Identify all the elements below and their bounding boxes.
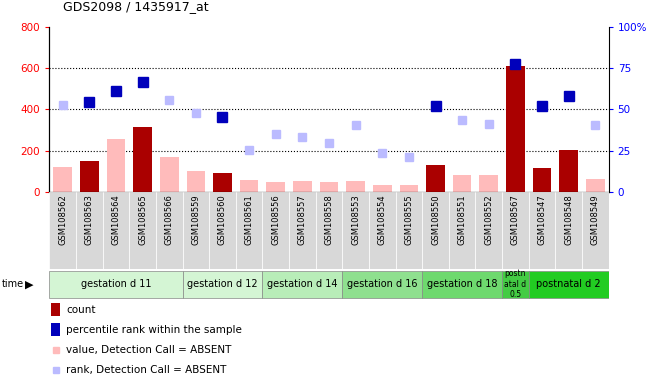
Bar [182,271,263,298]
Bar [342,192,369,269]
Bar [476,192,502,269]
Text: gestation d 12: gestation d 12 [187,279,258,289]
Bar [422,271,502,298]
Bar [480,175,498,192]
Text: ▶: ▶ [25,279,34,289]
Bar [559,150,578,192]
Bar [453,175,472,192]
Text: gestation d 16: gestation d 16 [347,279,418,289]
Bar [133,127,152,192]
Bar [316,192,342,269]
Bar [342,271,422,298]
Bar [502,271,529,298]
Text: GSM108557: GSM108557 [298,194,307,245]
Bar [293,180,312,192]
Text: GSM108550: GSM108550 [431,194,440,245]
Text: GSM108556: GSM108556 [271,194,280,245]
Bar [582,192,609,269]
Bar [395,192,422,269]
Bar [51,323,60,336]
Bar [182,192,209,269]
Text: GSM108551: GSM108551 [458,194,467,245]
Bar [373,185,392,192]
Bar [236,192,263,269]
Bar [76,192,103,269]
Bar [320,182,338,192]
Text: GSM108555: GSM108555 [405,194,413,245]
Bar [53,167,72,192]
Text: GSM108559: GSM108559 [191,194,200,245]
Text: GSM108564: GSM108564 [111,194,120,245]
Text: GSM108549: GSM108549 [591,194,600,245]
Text: GSM108553: GSM108553 [351,194,360,245]
Bar [103,192,129,269]
Text: rank, Detection Call = ABSENT: rank, Detection Call = ABSENT [66,365,226,375]
Bar [449,192,476,269]
Bar [240,180,259,192]
Bar [266,182,285,192]
Bar [51,303,60,316]
Bar [426,165,445,192]
Bar [289,192,316,269]
Bar [586,179,605,192]
Text: count: count [66,305,96,314]
Text: GSM108562: GSM108562 [58,194,67,245]
Bar [80,161,99,192]
Bar [156,192,182,269]
Text: GSM108563: GSM108563 [85,194,94,245]
Bar [506,66,524,192]
Bar [129,192,156,269]
Bar [49,192,76,269]
Bar [263,192,289,269]
Text: GSM108561: GSM108561 [245,194,253,245]
Bar [49,271,182,298]
Text: percentile rank within the sample: percentile rank within the sample [66,325,242,335]
Text: GSM108560: GSM108560 [218,194,227,245]
Text: GSM108548: GSM108548 [564,194,573,245]
Bar [213,174,232,192]
Text: gestation d 18: gestation d 18 [427,279,497,289]
Text: GSM108554: GSM108554 [378,194,387,245]
Text: GSM108558: GSM108558 [324,194,334,245]
Bar [422,192,449,269]
Text: time: time [1,279,24,289]
Text: GSM108566: GSM108566 [164,194,174,245]
Bar [263,271,342,298]
Bar [529,271,609,298]
Bar [346,180,365,192]
Bar [209,192,236,269]
Bar [160,157,178,192]
Text: value, Detection Call = ABSENT: value, Detection Call = ABSENT [66,345,232,355]
Bar [533,168,551,192]
Text: postn
atal d
0.5: postn atal d 0.5 [505,269,526,299]
Bar [369,192,395,269]
Bar [555,192,582,269]
Bar [107,139,125,192]
Text: GSM108565: GSM108565 [138,194,147,245]
Text: GDS2098 / 1435917_at: GDS2098 / 1435917_at [63,0,208,13]
Bar [502,192,529,269]
Bar [529,192,555,269]
Text: postnatal d 2: postnatal d 2 [536,279,601,289]
Bar [186,171,205,192]
Text: gestation d 11: gestation d 11 [81,279,151,289]
Text: GSM108552: GSM108552 [484,194,494,245]
Text: gestation d 14: gestation d 14 [267,279,338,289]
Text: GSM108547: GSM108547 [538,194,547,245]
Bar [399,185,418,192]
Text: GSM108567: GSM108567 [511,194,520,245]
